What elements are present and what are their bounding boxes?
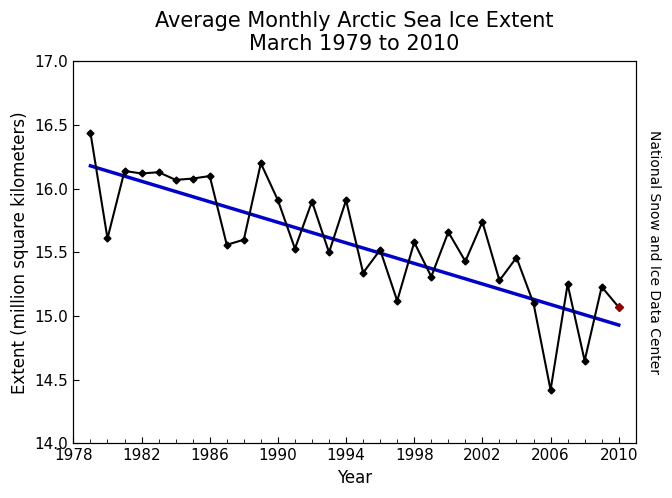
Title: Average Monthly Arctic Sea Ice Extent
March 1979 to 2010: Average Monthly Arctic Sea Ice Extent Ma…: [155, 11, 554, 54]
X-axis label: Year: Year: [337, 469, 372, 487]
Y-axis label: Extent (million square kilometers): Extent (million square kilometers): [11, 111, 29, 394]
Y-axis label: National Snow and Ice Data Center: National Snow and Ice Data Center: [647, 130, 661, 374]
